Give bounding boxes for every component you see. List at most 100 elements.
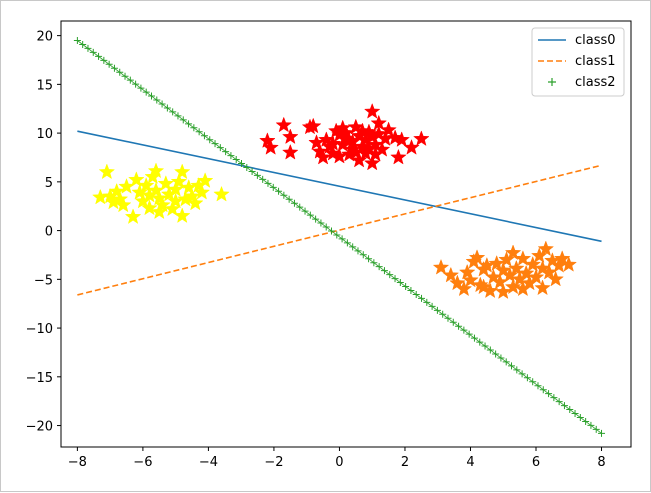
data-point-star <box>380 121 397 138</box>
y-tick-label: 15 <box>36 78 53 93</box>
data-point-star <box>488 255 505 271</box>
data-point-star <box>468 249 486 265</box>
plus-marker <box>269 183 277 191</box>
plus-marker <box>460 326 468 334</box>
plus-marker <box>301 207 309 215</box>
data-point-star <box>514 280 532 297</box>
data-point-star <box>124 208 142 224</box>
plus-marker <box>137 84 145 92</box>
plus-marker <box>582 417 590 425</box>
plus-marker <box>148 92 155 100</box>
x-tick-label: 4 <box>466 455 474 470</box>
plus-marker <box>433 306 441 314</box>
data-point-star <box>157 175 175 191</box>
plot-marks <box>73 36 606 437</box>
plus-marker <box>296 203 304 211</box>
plus-marker <box>571 410 579 418</box>
plus-marker <box>169 108 177 116</box>
plus-marker <box>206 136 214 144</box>
data-point-star <box>154 196 171 213</box>
legend-label-class1: class1 <box>575 54 616 69</box>
plus-marker <box>455 322 463 330</box>
legend: class0 class1 class2 <box>531 27 625 97</box>
plus-marker <box>523 374 531 382</box>
data-point-star <box>537 240 555 257</box>
plus-marker <box>470 334 478 342</box>
data-point-star <box>128 171 145 187</box>
plus-marker <box>73 36 81 44</box>
plus-marker <box>322 223 330 231</box>
legend-label-class2: class2 <box>575 75 616 90</box>
data-point-star <box>141 199 158 216</box>
plus-marker <box>195 128 203 136</box>
x-tick-label: −8 <box>68 455 87 470</box>
plus-marker <box>465 330 473 338</box>
plus-marker <box>84 44 92 52</box>
plus-marker <box>216 144 224 152</box>
plus-marker <box>121 72 129 80</box>
plus-marker <box>222 148 230 156</box>
legend-swatch-class2 <box>548 78 556 86</box>
plus-marker <box>492 350 500 358</box>
plus-marker <box>423 298 431 306</box>
plus-marker <box>275 187 283 195</box>
plus-marker <box>174 112 182 120</box>
data-point-star <box>193 183 211 200</box>
plus-marker <box>513 366 521 374</box>
x-tick-label: 2 <box>401 455 409 470</box>
plus-marker <box>508 362 516 370</box>
plus-marker <box>190 124 198 132</box>
plus-marker <box>539 386 547 394</box>
data-point-star <box>314 148 332 165</box>
plus-marker <box>306 211 314 219</box>
plus-marker <box>529 378 537 386</box>
data-point-star <box>403 139 420 155</box>
plus-marker <box>566 406 574 414</box>
plus-marker <box>518 370 526 378</box>
plus-marker <box>370 259 378 267</box>
data-point-star <box>363 102 381 119</box>
plus-marker <box>418 294 426 302</box>
plus-marker <box>396 279 404 287</box>
data-point-star <box>393 131 410 147</box>
plus-marker <box>95 52 103 60</box>
plus-marker <box>179 116 187 124</box>
y-tick-label: 10 <box>36 127 53 142</box>
plus-marker <box>285 195 293 203</box>
y-tick-label: −10 <box>26 322 53 337</box>
x-tick-label: 0 <box>335 455 343 470</box>
data-point-star <box>187 194 204 211</box>
data-point-star <box>475 278 492 295</box>
data-point-star <box>527 268 545 285</box>
data-point-star <box>367 145 384 162</box>
plus-marker <box>238 160 246 168</box>
data-point-star <box>275 116 293 133</box>
data-point-star <box>173 163 191 180</box>
plus-marker <box>290 199 298 207</box>
plus-marker <box>534 382 542 390</box>
data-point-star <box>432 258 450 275</box>
y-tick-label: 5 <box>45 176 53 191</box>
plus-marker <box>317 219 325 227</box>
data-point-star <box>114 196 132 213</box>
data-point-star <box>504 244 522 261</box>
x-tick-label: −4 <box>199 455 218 470</box>
plus-marker <box>481 342 489 350</box>
data-point-star <box>137 177 155 193</box>
plus-marker <box>158 100 166 108</box>
plus-marker <box>343 239 351 247</box>
plus-marker <box>349 243 357 251</box>
data-point-star <box>324 135 342 151</box>
legend-label-class0: class0 <box>575 33 616 48</box>
x-tick-label: −6 <box>133 455 152 470</box>
y-tick-label: −5 <box>34 273 53 288</box>
plus-marker <box>380 267 388 275</box>
plus-marker <box>476 338 484 346</box>
plus-marker <box>375 263 383 271</box>
plus-marker <box>79 40 87 48</box>
data-point-star <box>98 163 116 180</box>
plus-marker <box>126 76 134 84</box>
plus-marker <box>598 429 606 437</box>
data-point-star <box>262 139 279 155</box>
